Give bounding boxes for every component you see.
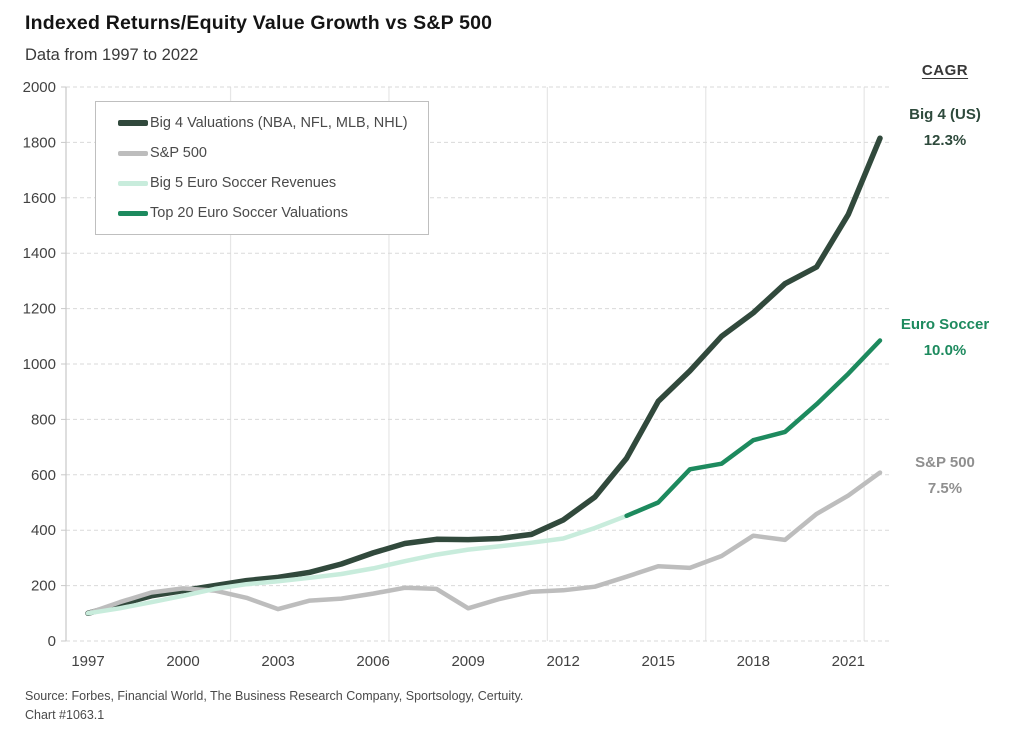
cagr-euro-label: Euro Soccer	[900, 316, 990, 333]
x-axis-label: 2003	[261, 653, 294, 670]
cagr-header: CAGR	[921, 62, 969, 79]
y-axis-label: 200	[31, 578, 56, 595]
cagr-euro-value: 10.0%	[923, 342, 967, 359]
series-line	[85, 470, 883, 616]
legend-item-label: Big 4 Valuations (NBA, NFL, MLB, NHL)	[150, 115, 408, 131]
x-axis-label: 2006	[356, 653, 389, 670]
series-line	[85, 513, 629, 616]
y-axis-label: 2000	[23, 79, 56, 96]
legend-item: S&P 500	[118, 145, 420, 161]
cagr-sp500-value: 7.5%	[927, 480, 963, 497]
page-subtitle: Data from 1997 to 2022	[25, 46, 199, 64]
x-axis-label: 2015	[642, 653, 675, 670]
chart-id: Chart #1063.1	[25, 708, 105, 722]
x-axis-label: 2021	[832, 653, 865, 670]
x-axis-label: 2012	[547, 653, 580, 670]
cagr-big4-value: 12.3%	[923, 132, 967, 149]
legend-item: Big 4 Valuations (NBA, NFL, MLB, NHL)	[118, 115, 420, 131]
y-axis-label: 400	[31, 522, 56, 539]
page-title: Indexed Returns/Equity Value Growth vs S…	[25, 12, 493, 34]
series-line	[85, 135, 883, 617]
y-axis-label: 1000	[23, 356, 56, 373]
y-axis-label: 800	[31, 411, 56, 428]
legend-item-label: S&P 500	[150, 145, 207, 161]
legend-line-swatch	[118, 180, 148, 186]
legend-item-label: Big 5 Euro Soccer Revenues	[150, 175, 337, 191]
legend-line-swatch	[118, 120, 148, 126]
y-axis-label: 0	[48, 633, 56, 650]
x-axis-label: 1997	[71, 653, 104, 670]
y-axis-label: 1600	[23, 190, 56, 207]
legend: Big 4 Valuations (NBA, NFL, MLB, NHL) S&P…	[95, 101, 429, 235]
y-axis-label: 600	[31, 467, 56, 484]
cagr-entry-big4: Big 4 (US) 12.3%	[890, 102, 1000, 154]
legend-item: Top 20 Euro Soccer Valuations	[118, 205, 420, 221]
legend-line-swatch	[118, 150, 148, 156]
footer: Source: Forbes, Financial World, The Bus…	[25, 687, 523, 725]
y-axis-label: 1200	[23, 301, 56, 318]
y-axis-label: 1800	[23, 134, 56, 151]
legend-item-label: Top 20 Euro Soccer Valuations	[150, 205, 349, 221]
x-axis-label: 2009	[451, 653, 484, 670]
y-axis-label: 1400	[23, 245, 56, 262]
source-note: Source: Forbes, Financial World, The Bus…	[25, 689, 524, 703]
cagr-big4-label: Big 4 (US)	[909, 106, 981, 123]
cagr-entry-euro-soccer: Euro Soccer 10.0%	[890, 312, 1000, 364]
cagr-entry-sp500: S&P 500 7.5%	[890, 450, 1000, 502]
x-axis-label: 2018	[737, 653, 770, 670]
series-line	[624, 338, 883, 519]
legend-line-swatch	[118, 210, 148, 216]
legend-item: Big 5 Euro Soccer Revenues	[118, 175, 420, 191]
x-axis-label: 2000	[166, 653, 199, 670]
cagr-sp500-label: S&P 500	[915, 454, 975, 471]
